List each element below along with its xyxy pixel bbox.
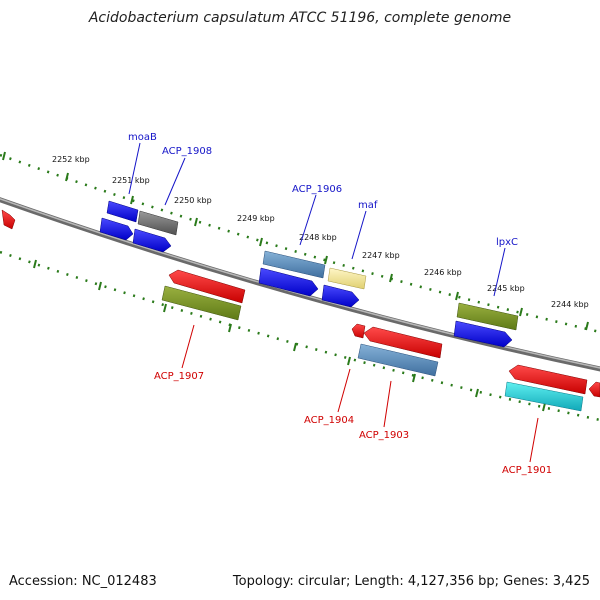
gene-label-maf[interactable]: maf: [358, 200, 378, 211]
kbp-label: 2245 kbp: [487, 284, 525, 293]
gene-label-acp-1903[interactable]: ACP_1903: [359, 430, 409, 441]
gene-label-acp-1907[interactable]: ACP_1907: [154, 371, 204, 382]
gene-label-acp-1906[interactable]: ACP_1906: [292, 184, 342, 195]
leader-line: [384, 381, 391, 427]
gene-feature[interactable]: [589, 382, 600, 397]
leader-line: [129, 143, 140, 194]
accession-text: Accession: NC_012483: [9, 574, 157, 589]
gene-feature[interactable]: [2, 210, 15, 229]
kbp-label: 2246 kbp: [424, 268, 462, 277]
leader-line: [338, 369, 350, 412]
gene-label-acp-1904[interactable]: ACP_1904: [304, 415, 354, 426]
leader-line: [530, 418, 538, 462]
gene-feature[interactable]: [328, 268, 366, 289]
gene-label-lpxc[interactable]: lpxC: [496, 237, 518, 248]
leader-line: [182, 325, 194, 368]
gene-label-acp-1901[interactable]: ACP_1901: [502, 465, 552, 476]
kbp-label: 2250 kbp: [174, 196, 212, 205]
kbp-label: 2247 kbp: [362, 251, 400, 260]
kbp-label: 2248 kbp: [299, 233, 337, 242]
gene-label-moab[interactable]: moaB: [128, 132, 157, 143]
gene-label-acp-1908[interactable]: ACP_1908: [162, 146, 212, 157]
kbp-label: 2249 kbp: [237, 214, 275, 223]
kbp-label: 2244 kbp: [551, 300, 589, 309]
gene-feature[interactable]: [352, 324, 365, 338]
gene-feature[interactable]: [107, 201, 138, 222]
kbp-label: 2252 kbp: [52, 155, 90, 164]
genome-summary-text: Topology: circular; Length: 4,127,356 bp…: [233, 574, 590, 589]
